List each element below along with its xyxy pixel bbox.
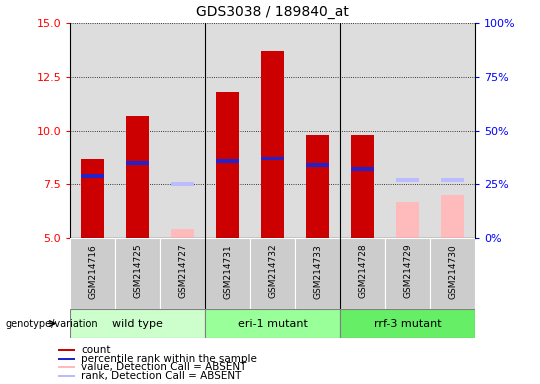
Bar [70,309,205,338]
Bar [58,375,75,377]
Text: GSM214730: GSM214730 [448,244,457,298]
Bar [396,178,419,182]
Bar [205,309,340,338]
Bar [295,238,340,309]
Text: GSM214728: GSM214728 [358,244,367,298]
Text: GSM214716: GSM214716 [88,244,97,298]
Bar [172,182,194,186]
Text: wild type: wild type [112,318,163,329]
Bar [115,238,160,309]
Text: percentile rank within the sample: percentile rank within the sample [81,354,257,364]
Bar [58,366,75,368]
Bar [340,238,385,309]
Bar [160,238,205,309]
Text: value, Detection Call = ABSENT: value, Detection Call = ABSENT [81,362,246,372]
Text: GSM214733: GSM214733 [313,244,322,298]
Text: eri-1 mutant: eri-1 mutant [238,318,308,329]
Text: count: count [81,345,110,355]
Bar [430,238,475,309]
Text: rrf-3 mutant: rrf-3 mutant [374,318,442,329]
Text: GSM214727: GSM214727 [178,244,187,298]
Bar [385,238,430,309]
Bar [261,51,284,238]
Bar [126,116,149,238]
Bar [442,195,464,238]
Bar [217,92,239,238]
Bar [340,309,475,338]
Bar [442,178,464,182]
Bar [396,202,419,238]
Bar [58,358,75,359]
Text: GSM214725: GSM214725 [133,244,142,298]
Text: GSM214729: GSM214729 [403,244,412,298]
Bar [126,161,149,165]
Text: GSM214732: GSM214732 [268,244,277,298]
Bar [172,230,194,238]
Text: GSM214731: GSM214731 [223,244,232,298]
Bar [205,238,250,309]
Bar [70,238,115,309]
Text: rank, Detection Call = ABSENT: rank, Detection Call = ABSENT [81,371,241,381]
Bar [250,238,295,309]
Bar [352,167,374,171]
Bar [261,157,284,161]
Bar [307,163,329,167]
Bar [307,135,329,238]
Bar [352,135,374,238]
Bar [82,159,104,238]
Bar [82,174,104,178]
Bar [58,349,75,351]
Bar [217,159,239,162]
Title: GDS3038 / 189840_at: GDS3038 / 189840_at [196,5,349,19]
Text: genotype/variation: genotype/variation [5,318,98,329]
